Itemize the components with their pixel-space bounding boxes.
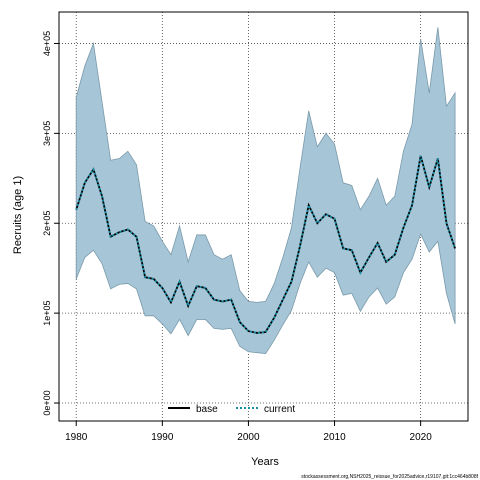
x-tick-label: 1990 [151,432,174,443]
confidence-band [75,27,456,355]
y-tick-label: 4e+05 [42,31,52,56]
x-tick-label: 2020 [410,432,433,443]
x-tick-label: 1980 [65,432,88,443]
legend-current-label: current [264,404,295,415]
source-footer: stockassessment.org,NSH2025_reissue_for2… [301,474,478,480]
y-tick-label: 0e+00 [42,390,52,415]
x-axis: 1980 1990 2000 2010 2020 [65,421,432,443]
x-axis-label: Years [251,456,279,468]
plot-frame [58,11,469,422]
y-tick-label: 3e+05 [42,121,52,146]
legend-base-label: base [196,404,218,415]
y-tick-label: 1e+05 [42,300,52,325]
series-lines [75,155,456,334]
series-line-current [75,155,456,334]
x-tick-label: 2010 [323,432,346,443]
legend: base current [168,404,295,415]
x-tick-label: 2000 [237,432,260,443]
y-tick-label: 2e+05 [42,211,52,236]
y-axis-label: Recruits (age 1) [12,176,24,254]
y-axis: 0e+00 1e+05 2e+05 3e+05 4e+05 [42,31,59,416]
